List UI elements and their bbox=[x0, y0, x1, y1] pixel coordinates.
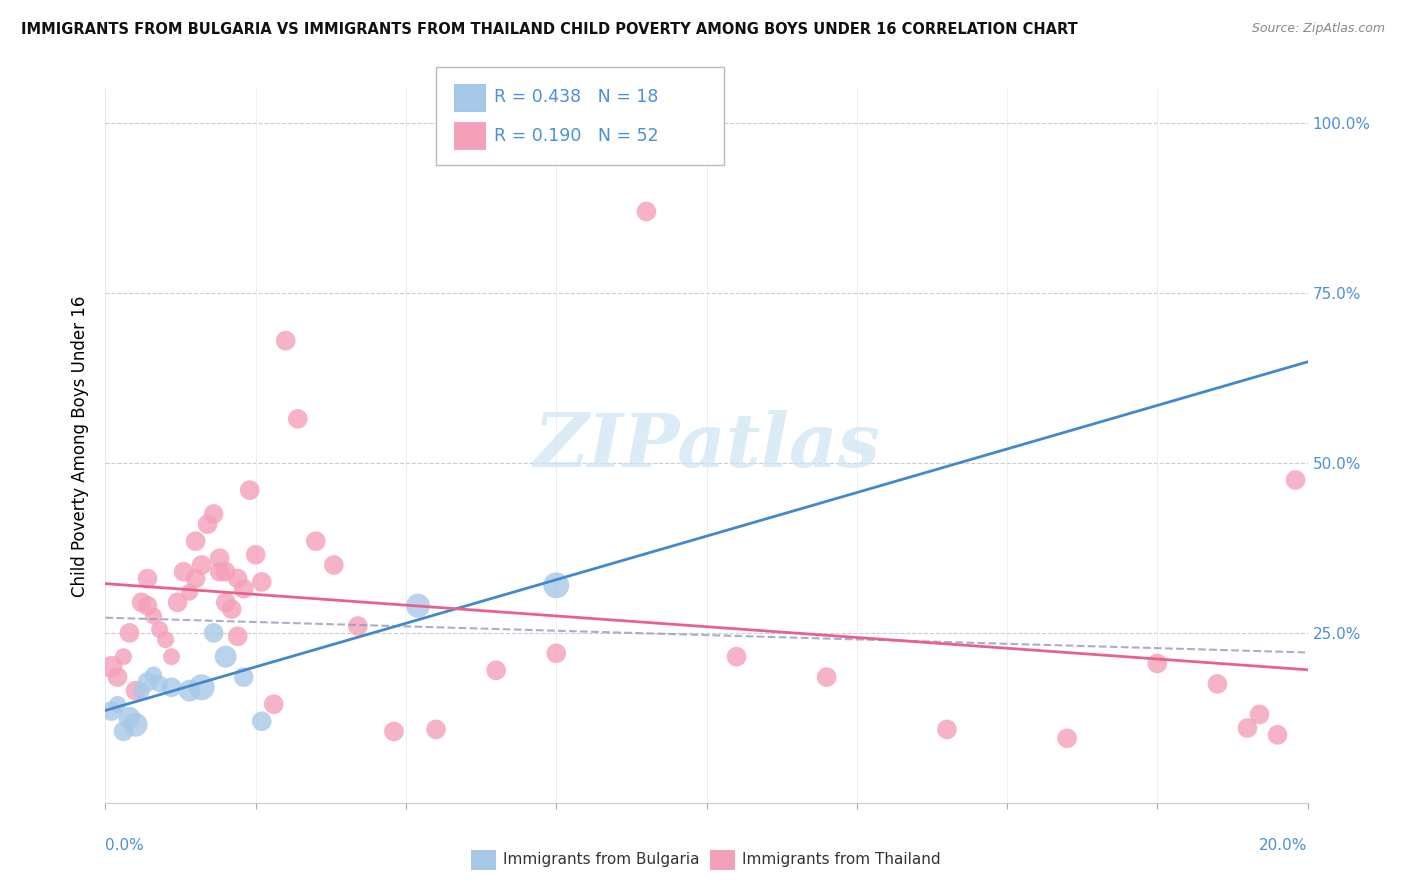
Point bbox=[546, 578, 568, 592]
Point bbox=[546, 646, 568, 660]
Point bbox=[100, 704, 122, 718]
Point bbox=[148, 677, 170, 691]
Point bbox=[184, 534, 207, 549]
Point bbox=[347, 619, 370, 633]
Point bbox=[226, 629, 249, 643]
Point bbox=[131, 595, 153, 609]
Point bbox=[197, 517, 219, 532]
Point bbox=[214, 595, 236, 609]
Point bbox=[1249, 707, 1271, 722]
Point bbox=[107, 698, 129, 712]
Point bbox=[184, 572, 207, 586]
Point bbox=[382, 724, 405, 739]
Point bbox=[173, 565, 195, 579]
Text: ZIPatlas: ZIPatlas bbox=[533, 409, 880, 483]
Text: IMMIGRANTS FROM BULGARIA VS IMMIGRANTS FROM THAILAND CHILD POVERTY AMONG BOYS UN: IMMIGRANTS FROM BULGARIA VS IMMIGRANTS F… bbox=[21, 22, 1078, 37]
Point bbox=[425, 723, 447, 737]
Point bbox=[202, 507, 225, 521]
Point bbox=[305, 534, 328, 549]
Point bbox=[250, 714, 273, 729]
Point bbox=[226, 572, 249, 586]
Point bbox=[287, 412, 309, 426]
Point bbox=[636, 204, 658, 219]
Point bbox=[124, 683, 146, 698]
Point bbox=[190, 558, 212, 572]
Point bbox=[112, 649, 135, 664]
Point bbox=[815, 670, 838, 684]
Point bbox=[208, 551, 231, 566]
Text: Immigrants from Bulgaria: Immigrants from Bulgaria bbox=[503, 853, 700, 867]
Point bbox=[239, 483, 262, 498]
Point bbox=[179, 683, 201, 698]
Point bbox=[725, 649, 748, 664]
Point bbox=[1146, 657, 1168, 671]
Point bbox=[232, 670, 254, 684]
Point bbox=[166, 595, 188, 609]
Point bbox=[124, 717, 146, 731]
Point bbox=[160, 680, 183, 694]
Point bbox=[1284, 473, 1306, 487]
Point bbox=[131, 683, 153, 698]
Text: R = 0.190   N = 52: R = 0.190 N = 52 bbox=[494, 127, 658, 145]
Point bbox=[136, 674, 159, 689]
Point bbox=[208, 565, 231, 579]
Point bbox=[214, 649, 236, 664]
Point bbox=[485, 663, 508, 677]
Point bbox=[190, 680, 212, 694]
Point bbox=[274, 334, 297, 348]
Point bbox=[136, 599, 159, 613]
Text: 20.0%: 20.0% bbox=[1260, 838, 1308, 854]
Text: Immigrants from Thailand: Immigrants from Thailand bbox=[742, 853, 941, 867]
Point bbox=[322, 558, 344, 572]
Point bbox=[136, 572, 159, 586]
Point bbox=[936, 723, 959, 737]
Point bbox=[221, 602, 243, 616]
Point bbox=[1056, 731, 1078, 746]
Point bbox=[1236, 721, 1258, 735]
Point bbox=[1267, 728, 1289, 742]
Point bbox=[112, 724, 135, 739]
Point bbox=[1206, 677, 1229, 691]
Point bbox=[148, 623, 170, 637]
Point bbox=[118, 626, 141, 640]
Point bbox=[250, 574, 273, 589]
Text: R = 0.438   N = 18: R = 0.438 N = 18 bbox=[494, 88, 658, 106]
Y-axis label: Child Poverty Among Boys Under 16: Child Poverty Among Boys Under 16 bbox=[72, 295, 90, 597]
Text: 0.0%: 0.0% bbox=[105, 838, 145, 854]
Point bbox=[214, 565, 236, 579]
Point bbox=[100, 660, 122, 674]
Point bbox=[179, 585, 201, 599]
Text: Source: ZipAtlas.com: Source: ZipAtlas.com bbox=[1251, 22, 1385, 36]
Point bbox=[232, 582, 254, 596]
Point bbox=[118, 711, 141, 725]
Point bbox=[160, 649, 183, 664]
Point bbox=[406, 599, 429, 613]
Point bbox=[245, 548, 267, 562]
Point bbox=[107, 670, 129, 684]
Point bbox=[155, 632, 177, 647]
Point bbox=[142, 608, 165, 623]
Point bbox=[202, 626, 225, 640]
Point bbox=[142, 668, 165, 682]
Point bbox=[263, 698, 285, 712]
